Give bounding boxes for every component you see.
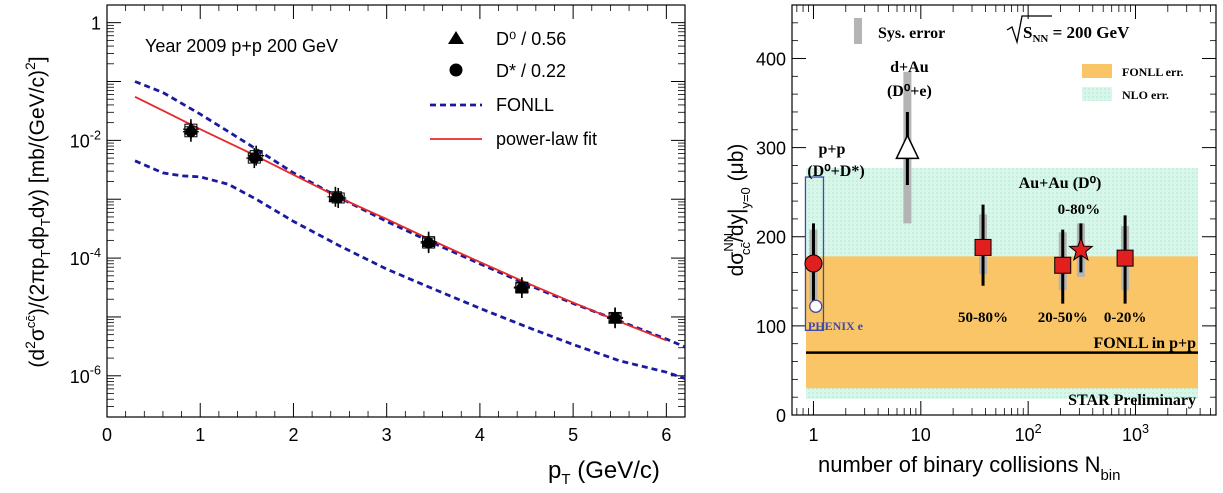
left-x-tick-label: 6 bbox=[661, 425, 671, 445]
right-labels: Sys. error SNN = 200 GeV FONLL err. NLO err… bbox=[807, 15, 1197, 409]
left-x-axis-label: pT (GeV/c) bbox=[548, 457, 660, 488]
right-x-tick-label-exp: 2 bbox=[1035, 422, 1042, 436]
centrality-label: 0-20% bbox=[1104, 310, 1147, 326]
fonll-curve bbox=[134, 159, 686, 380]
left-x-tick-label: 1 bbox=[195, 425, 205, 445]
right-bands bbox=[806, 168, 1198, 399]
left-y-axis-label: (d2σcc̄)/(2πpTdpTdy) [mb/(GeV/c)2] bbox=[22, 56, 53, 367]
pp-label-line2: (D⁰+D*) bbox=[807, 163, 864, 180]
fonll-curve bbox=[134, 80, 686, 349]
dstar-circle-point bbox=[423, 237, 435, 249]
legend-label: FONLL bbox=[496, 95, 554, 115]
right-x-tick-label: 1 bbox=[808, 425, 818, 445]
auau-star-point bbox=[1068, 236, 1094, 261]
left-x-tick-label: 0 bbox=[102, 425, 112, 445]
left-y-tick-label: 10-2 bbox=[70, 128, 101, 151]
dstar-circle-point bbox=[248, 152, 260, 164]
sqrt-sign bbox=[1006, 15, 1052, 45]
phenix-sys-box bbox=[804, 176, 825, 331]
right-y-axis-label: dσNN cc̄/dy|y=0 (μb) bbox=[721, 144, 753, 277]
left-x-tick-label: 5 bbox=[568, 425, 578, 445]
auau-label: Au+Au (D⁰) bbox=[1019, 175, 1102, 192]
energy-label-sub: NN bbox=[1032, 33, 1048, 45]
left-x-tick-label: 2 bbox=[288, 425, 298, 445]
star-preliminary-label: STAR Preliminary bbox=[1068, 392, 1196, 409]
pp-circle-point bbox=[804, 254, 823, 273]
left-x-tick-label: 3 bbox=[382, 425, 392, 445]
left-curves bbox=[134, 80, 686, 380]
legend-triangle-marker bbox=[448, 31, 464, 44]
right-y-tick-label: 200 bbox=[756, 228, 786, 248]
legend-syserr-swatch bbox=[854, 18, 862, 44]
left-y-tick-label: 10-6 bbox=[70, 364, 101, 387]
centrality-label: 50-80% bbox=[958, 310, 1008, 326]
auau-square-point bbox=[974, 238, 992, 256]
left-y-tick-label-base: 10 bbox=[70, 249, 90, 269]
auau-square-point bbox=[1054, 256, 1072, 274]
legend-nlo-err-label: NLO err. bbox=[1122, 88, 1169, 102]
left-y-tick-label-exp: -4 bbox=[90, 246, 101, 260]
legend-circle-marker bbox=[449, 63, 463, 77]
right-x-tick-label: 103 bbox=[1122, 422, 1149, 445]
dstar-circle-point bbox=[332, 192, 344, 204]
left-y-tick-label-exp: -6 bbox=[90, 364, 101, 378]
right-x-tick-label: 10 bbox=[911, 425, 931, 445]
legend-syserr-label: Sys. error bbox=[878, 25, 945, 42]
fonll-pp-label: FONLL in p+p bbox=[1094, 335, 1197, 352]
left-plot-frame bbox=[106, 4, 686, 418]
right-x-axis-label: number of binary collisions Nbin bbox=[818, 452, 1121, 484]
dau-open-triangle-point bbox=[895, 133, 920, 160]
auau-0-80-label: 0-80% bbox=[1058, 202, 1101, 218]
dstar-circle-point bbox=[516, 282, 528, 294]
right-y-tick-label: 400 bbox=[756, 49, 786, 69]
dau-label-line1: d+Au bbox=[890, 59, 929, 76]
left-x-tick-label: 4 bbox=[475, 425, 485, 445]
legend-nlo-err-swatch-texture bbox=[1082, 87, 1112, 101]
legend-label: power-law fit bbox=[496, 129, 597, 149]
left-y-tick-label: 1 bbox=[91, 14, 101, 34]
left-y-tick-label: 10-4 bbox=[70, 246, 101, 269]
right-points bbox=[804, 71, 1134, 331]
dstar-circle-point bbox=[185, 126, 197, 138]
right-x-tick-label: 102 bbox=[1015, 422, 1042, 445]
left-legend: D⁰ / 0.56 D* / 0.22 FONLL power-law fit bbox=[430, 29, 597, 149]
dstar-circle-point bbox=[609, 311, 621, 323]
dau-label-line2: (D⁰+e) bbox=[887, 83, 932, 100]
right-x-tick-label-base: 1 bbox=[808, 425, 818, 445]
left-annotation: Year 2009 p+p 200 GeV bbox=[145, 36, 338, 56]
energy-label: SNN = 200 GeV bbox=[1023, 23, 1130, 45]
energy-label-s: S bbox=[1023, 23, 1032, 42]
right-y-tick-label: 300 bbox=[756, 139, 786, 159]
right-y-tick-label: 0 bbox=[776, 406, 786, 426]
left-y-tick-label-base: 1 bbox=[91, 14, 101, 34]
power-law-fit-curve bbox=[134, 95, 667, 342]
pp-label-line1: p+p bbox=[819, 141, 846, 158]
legend-fonll-err-label: FONLL err. bbox=[1122, 65, 1184, 79]
left-points bbox=[182, 119, 624, 329]
legend-label: D⁰ / 0.56 bbox=[496, 29, 566, 49]
legend-label: D* / 0.22 bbox=[496, 61, 566, 81]
right-x-tick-label-base: 10 bbox=[911, 425, 931, 445]
phenix-point bbox=[809, 299, 823, 313]
right-x-tick-label-base: 10 bbox=[1015, 425, 1035, 445]
left-y-tick-label-base: 10 bbox=[70, 367, 90, 387]
energy-label-rest: = 200 GeV bbox=[1048, 23, 1130, 42]
right-x-tick-label-base: 10 bbox=[1122, 425, 1142, 445]
auau-square-point bbox=[1116, 249, 1134, 267]
right-x-tick-label-exp: 3 bbox=[1142, 422, 1149, 436]
fonll-error-band bbox=[806, 256, 1198, 389]
legend-fonll-err-swatch bbox=[1082, 64, 1112, 78]
left-y-tick-label-exp: -2 bbox=[90, 128, 101, 142]
phenix-label: PHENIX e bbox=[808, 319, 864, 333]
centrality-label: 20-50% bbox=[1038, 310, 1088, 326]
right-y-tick-label: 100 bbox=[756, 317, 786, 337]
left-y-tick-label-base: 10 bbox=[70, 131, 90, 151]
